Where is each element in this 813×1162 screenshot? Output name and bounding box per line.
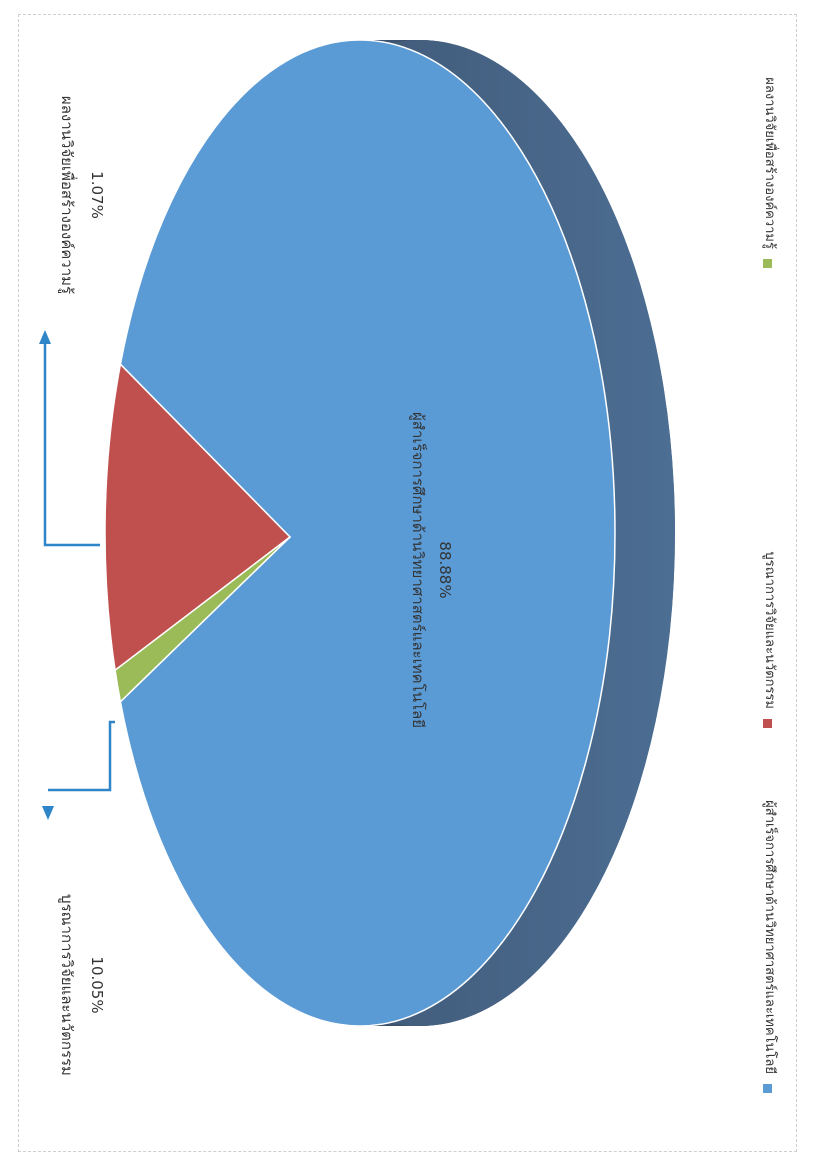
data-label-category-science: ผู้สำเร็จการศึกษาด้านวิทยาศาสตร์และเทคโน… xyxy=(409,412,428,728)
legend-label: ผลงานวิจัยเพื่อสร้างองค์ความรู้ xyxy=(762,77,779,249)
callout-line-innovation xyxy=(48,720,115,792)
callout-line-research xyxy=(43,338,100,547)
slice-science-graduates xyxy=(119,39,616,1027)
data-label-value-research: 1.07% xyxy=(88,171,106,219)
slice-research-innovation xyxy=(104,362,292,672)
arrow-research xyxy=(39,330,51,344)
callout-arrows xyxy=(39,330,54,820)
legend-swatch xyxy=(763,1084,772,1093)
data-label-value-science: 88.88% xyxy=(436,541,454,598)
legend-swatch xyxy=(763,719,772,728)
legend-item-science: ผู้สำเร็จการศึกษาด้านวิทยาศาสตร์และเทคโน… xyxy=(762,800,780,1093)
legend-swatch xyxy=(763,259,772,268)
data-label-value-innovation: 10.05% xyxy=(88,956,106,1013)
data-label-category-research: ผลงานวิจัยเพื่อสร้างองค์ความรู้ xyxy=(58,96,78,294)
slice-knowledge-research xyxy=(114,536,291,704)
callout-lines xyxy=(43,338,115,792)
legend-item-innovation: บูรณาการวิจัยและนวัตกรรม xyxy=(762,551,777,728)
chart-frame xyxy=(18,14,797,1152)
arrow-innovation xyxy=(42,806,54,820)
legend-label: บูรณาการวิจัยและนวัตกรรม xyxy=(762,551,777,709)
data-label-category-innovation: บูรณาการวิจัยและนวัตกรรม xyxy=(58,894,76,1076)
legend-item-research: ผลงานวิจัยเพื่อสร้างองค์ความรู้ xyxy=(762,77,779,268)
legend-label: ผู้สำเร็จการศึกษาด้านวิทยาศาสตร์และเทคโน… xyxy=(762,800,780,1074)
